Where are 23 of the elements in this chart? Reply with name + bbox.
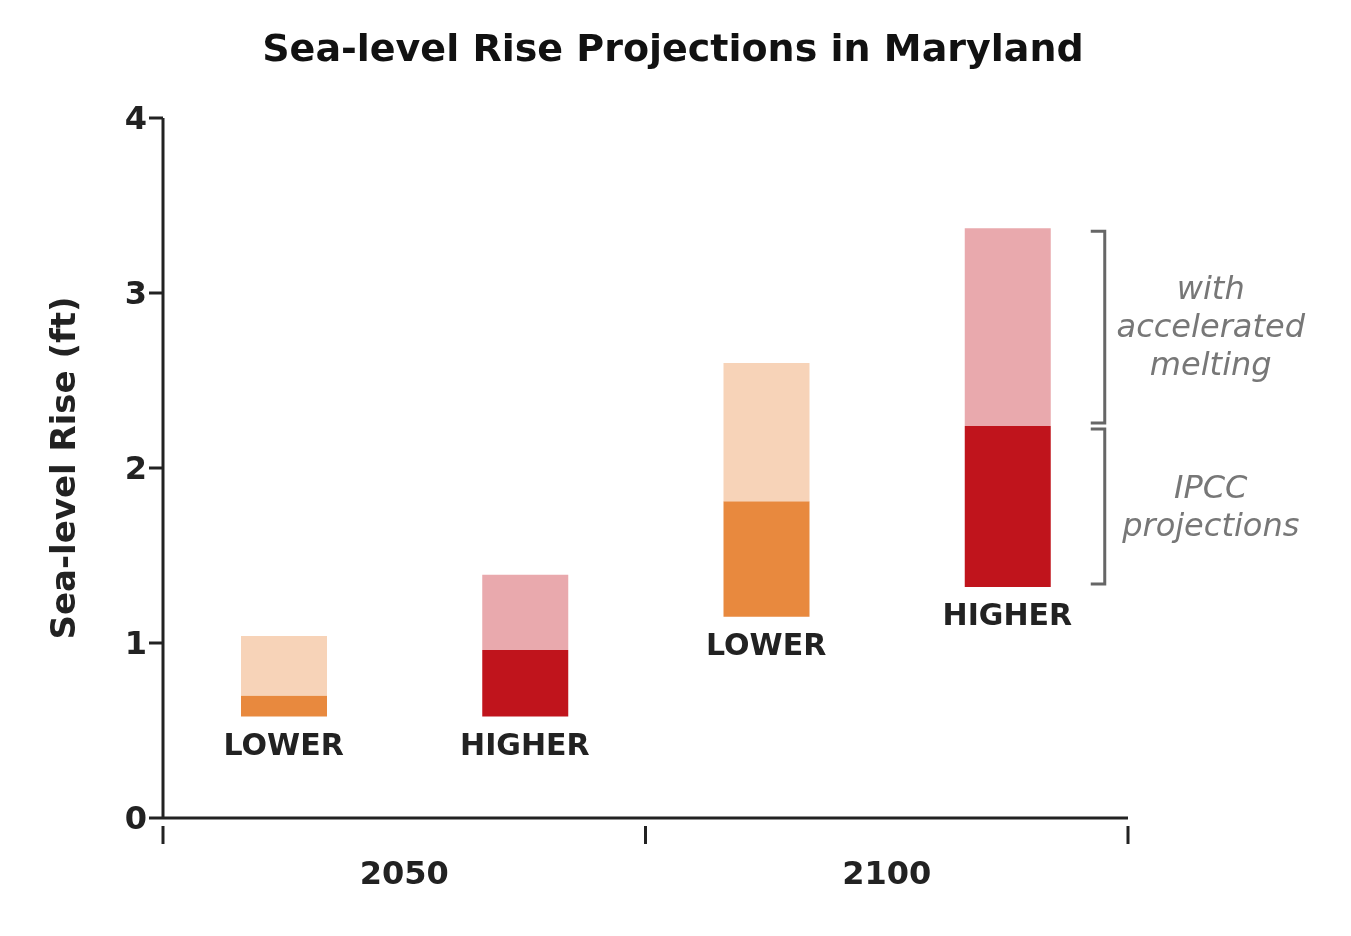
y-tick-label: 3 xyxy=(124,274,147,313)
text: 2050 xyxy=(359,854,449,892)
y-tick-label: 2 xyxy=(124,449,147,488)
chart-title: Sea-level Rise Projections in Maryland xyxy=(261,26,1085,70)
y-tick-label: 1 xyxy=(124,624,147,663)
x-tick-label: HIGHER xyxy=(460,726,590,762)
bar xyxy=(964,228,1051,426)
y-tick-label: 4 xyxy=(124,99,147,138)
y-axis-title: Sea-level Rise (ft) xyxy=(43,296,84,640)
bar xyxy=(723,363,810,502)
x-tick-label: LOWER xyxy=(223,726,344,762)
y-tick-label: 0 xyxy=(124,799,147,838)
x-tick-label: LOWER xyxy=(706,626,827,662)
bar xyxy=(723,501,810,617)
bar xyxy=(241,636,327,696)
x-tick-label: HIGHER xyxy=(942,597,1073,632)
bar xyxy=(482,574,569,650)
text: 2100 xyxy=(842,854,932,892)
text: with accelerated melting xyxy=(1116,269,1306,384)
bar xyxy=(964,426,1051,587)
bar xyxy=(241,695,327,717)
text: IPCC projections xyxy=(1121,467,1300,544)
bar xyxy=(482,650,569,717)
